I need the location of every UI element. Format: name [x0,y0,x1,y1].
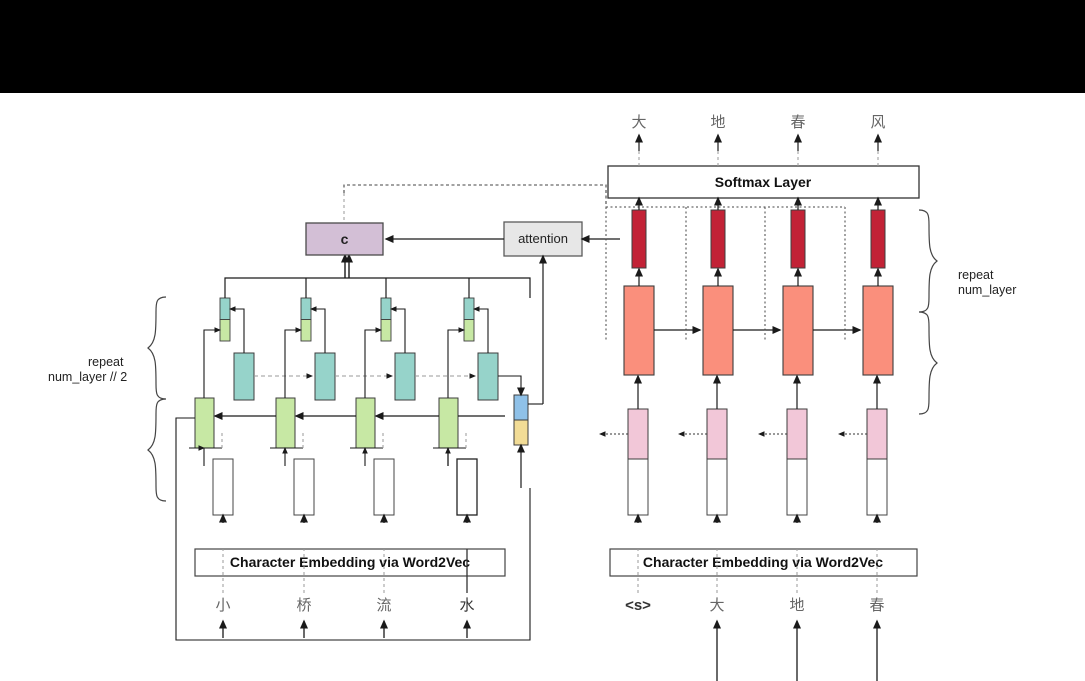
svg-text:Character Embedding via Word2V: Character Embedding via Word2Vec [230,554,470,570]
svg-text:attention: attention [518,231,568,246]
svg-text:春: 春 [869,597,884,614]
svg-text:大: 大 [709,597,724,614]
svg-text:风: 风 [870,114,885,131]
svg-text:春: 春 [790,114,805,131]
svg-text:Softmax Layer: Softmax Layer [715,174,812,190]
svg-text:num_layer // 2: num_layer // 2 [48,370,127,384]
svg-text:num_layer: num_layer [958,283,1016,297]
svg-text:水: 水 [459,597,474,614]
svg-text:大: 大 [631,114,646,131]
svg-text:repeat: repeat [88,355,124,369]
svg-text:小: 小 [215,597,230,614]
svg-text:<s>: <s> [625,597,651,614]
svg-text:地: 地 [710,114,725,131]
svg-text:Character Embedding via Word2V: Character Embedding via Word2Vec [643,554,883,570]
svg-text:地: 地 [789,597,804,614]
svg-text:桥: 桥 [296,597,311,614]
svg-text:流: 流 [376,597,391,614]
svg-text:repeat: repeat [958,268,994,282]
svg-text:c: c [341,231,349,247]
